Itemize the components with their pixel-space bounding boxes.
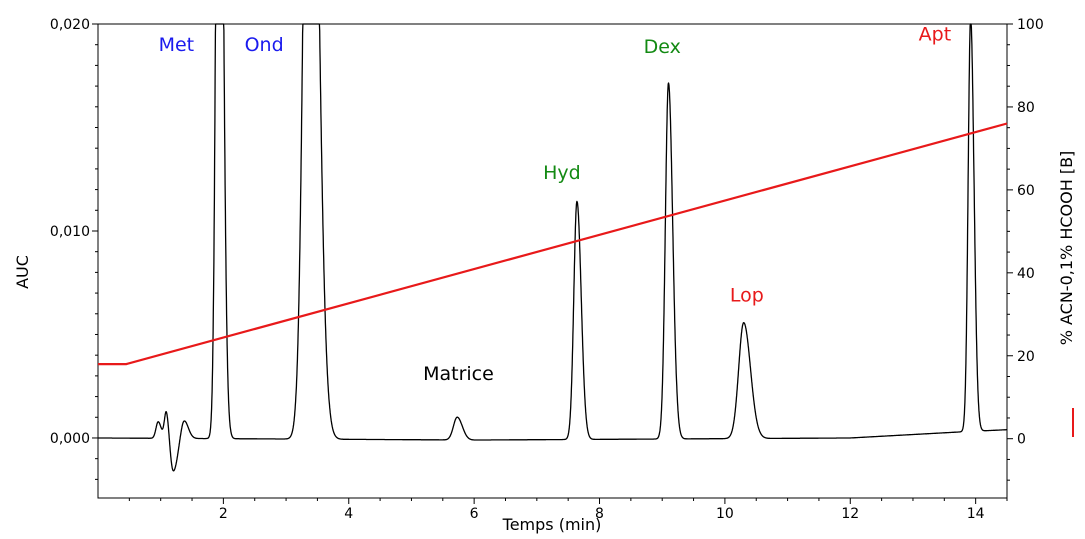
peak-label-met: Met xyxy=(159,34,195,56)
x-axis-title: Temps (min) xyxy=(502,515,602,534)
y2-tick-label: 0 xyxy=(1017,432,1026,448)
peak-label-lop: Lop xyxy=(730,284,764,306)
plot-frame xyxy=(97,23,1008,499)
x-tick-label: 12 xyxy=(841,506,859,522)
y2-tick-label: 20 xyxy=(1017,349,1035,365)
x-tick-label: 8 xyxy=(595,506,604,522)
peak-label-hyd: Hyd xyxy=(543,162,581,184)
peak-label-apt: Apt xyxy=(919,24,952,46)
peak-label-dex: Dex xyxy=(644,36,681,58)
y-tick-label: 0,000 xyxy=(50,431,90,447)
y-tick-label: 0,010 xyxy=(50,224,90,240)
peak-label-matrice: Matrice xyxy=(423,363,494,385)
x-tick-label: 14 xyxy=(967,506,985,522)
y-tick-label: 0,020 xyxy=(50,17,90,33)
y2-tick-label: 100 xyxy=(1017,17,1044,33)
x-tick-label: 10 xyxy=(716,506,734,522)
peak-label-ond: Ond xyxy=(245,34,284,56)
chromatogram-trace xyxy=(97,23,1008,472)
gradient-line xyxy=(98,122,1008,366)
y2-axis-title: % ACN-0,1% HCOOH [B] xyxy=(1057,151,1076,346)
x-tick-label: 6 xyxy=(470,506,479,522)
y2-tick-label: 80 xyxy=(1017,100,1035,116)
y2-tick-label: 60 xyxy=(1017,183,1035,199)
y-axis-title: AUC xyxy=(13,255,32,289)
x-tick-label: 2 xyxy=(219,506,228,522)
x-tick-label: 4 xyxy=(344,506,353,522)
y2-tick-label: 40 xyxy=(1017,266,1035,282)
